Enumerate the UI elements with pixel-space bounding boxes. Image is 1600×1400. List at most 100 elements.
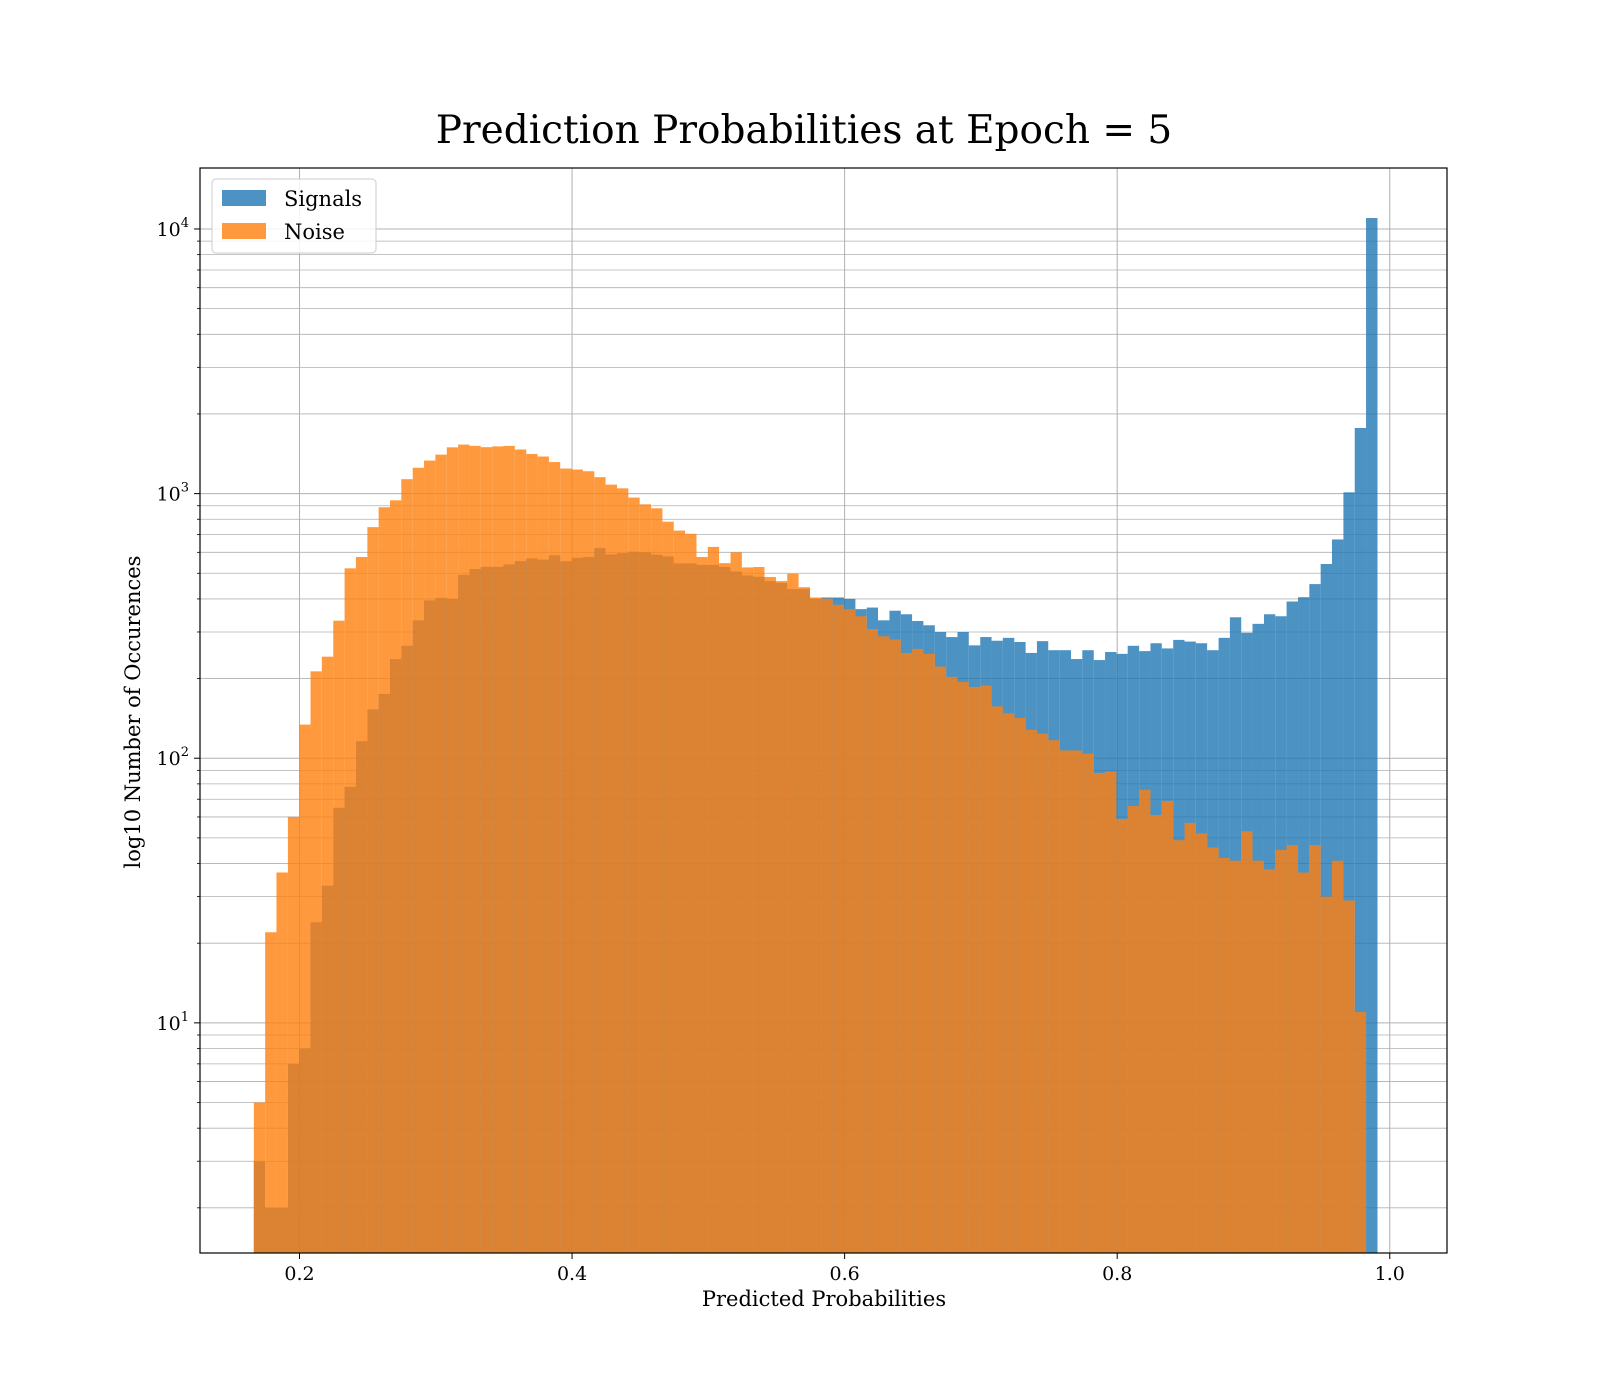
y-tick-label: 101 [157, 1010, 189, 1035]
noise-bar [446, 447, 459, 1253]
y-axis-ticks: 101 102 103 104 [157, 216, 200, 1209]
x-tick-label: 0.6 [830, 1263, 860, 1285]
noise-bar [651, 508, 663, 1253]
noise-bar [367, 527, 379, 1253]
noise-bar [730, 552, 742, 1253]
noise-bar [594, 477, 606, 1254]
noise-bar [1309, 845, 1321, 1253]
noise-bar [355, 557, 368, 1253]
x-tick-label: 0.2 [284, 1263, 314, 1285]
noise-bar [1059, 750, 1071, 1253]
noise-bar [424, 460, 436, 1253]
x-tick-label: 0.4 [557, 1263, 587, 1285]
legend-swatch-noise [222, 223, 266, 239]
noise-bar [719, 563, 731, 1253]
noise-bar [412, 467, 425, 1253]
noise-bar [696, 557, 708, 1253]
noise-series [253, 444, 1367, 1254]
noise-bar [878, 636, 890, 1253]
noise-bar [1354, 1011, 1367, 1253]
y-tick-label: 104 [157, 216, 189, 241]
signals-bar [1366, 218, 1378, 1254]
noise-bar [628, 497, 640, 1254]
noise-bar [503, 445, 515, 1253]
noise-bar [1286, 845, 1299, 1253]
noise-bar [855, 616, 867, 1253]
noise-bar [1025, 729, 1037, 1253]
noise-bar [1331, 860, 1344, 1253]
noise-bar [548, 462, 561, 1253]
noise-bar [287, 816, 300, 1253]
noise-bar [1298, 872, 1310, 1253]
noise-bar [333, 620, 345, 1253]
noise-bar [469, 445, 481, 1253]
noise-bar [764, 577, 776, 1253]
noise-bar [1139, 789, 1151, 1253]
x-axis-label: Predicted Probabilities [702, 1287, 946, 1311]
noise-bar [526, 453, 538, 1254]
noise-bar [1207, 847, 1219, 1253]
noise-bar [1320, 896, 1332, 1253]
noise-bar [310, 671, 322, 1253]
noise-bar [1127, 805, 1140, 1253]
y-tick-label: 103 [157, 481, 189, 506]
y-tick-label: 102 [157, 745, 189, 770]
noise-bar [1116, 818, 1128, 1253]
noise-bar [1105, 771, 1117, 1253]
plot-frame [199, 167, 1448, 1254]
noise-bar [321, 656, 334, 1253]
noise-bar [923, 653, 935, 1253]
noise-bar [1036, 733, 1049, 1253]
noise-bar [673, 530, 686, 1253]
noise-bar [1275, 850, 1287, 1253]
noise-bar [980, 685, 992, 1253]
noise-bar [1002, 713, 1015, 1253]
noise-bar [1014, 717, 1026, 1253]
noise-bar [458, 444, 470, 1254]
noise-bar [1263, 869, 1276, 1253]
noise-bar [265, 932, 277, 1253]
noise-bar [1241, 831, 1253, 1253]
chart-title: Prediction Probabilities at Epoch = 5 [436, 108, 1172, 153]
noise-bar [617, 488, 629, 1253]
noise-bar [1184, 822, 1196, 1253]
noise-bar [889, 639, 901, 1253]
noise-bar [991, 706, 1003, 1253]
noise-bar [685, 533, 697, 1253]
noise-bar [912, 648, 924, 1253]
noise-bar [1048, 740, 1060, 1253]
noise-bar [582, 471, 595, 1253]
noise-bar [253, 1102, 266, 1253]
noise-bar [775, 581, 788, 1253]
noise-bar [1229, 860, 1242, 1253]
noise-bar [843, 609, 856, 1253]
legend-swatch-signals [222, 190, 266, 206]
noise-bar [741, 567, 754, 1253]
noise-bar [900, 652, 913, 1253]
noise-bar [1093, 772, 1106, 1253]
noise-bar [946, 676, 958, 1253]
noise-bar [821, 598, 833, 1253]
noise-bar [378, 507, 390, 1253]
noise-bar [968, 686, 981, 1253]
noise-bar [1150, 815, 1162, 1253]
noise-bar [957, 682, 969, 1253]
x-tick-label: 0.8 [1102, 1263, 1132, 1285]
signals-bar [1343, 492, 1355, 1253]
noise-bar [798, 587, 811, 1253]
noise-bar [276, 872, 288, 1253]
noise-bar [753, 567, 765, 1253]
noise-bar [639, 504, 652, 1254]
noise-bar [1161, 800, 1174, 1253]
noise-bar [560, 468, 572, 1253]
noise-bar [1252, 860, 1264, 1253]
noise-bar [662, 521, 674, 1253]
noise-bar [1195, 833, 1208, 1253]
x-tick-label: 1.0 [1375, 1263, 1405, 1285]
legend: Signals Noise [211, 178, 377, 254]
signals-bar [1354, 427, 1367, 1253]
noise-bar [1082, 753, 1094, 1253]
noise-bar [435, 454, 447, 1253]
noise-bar [344, 568, 356, 1253]
